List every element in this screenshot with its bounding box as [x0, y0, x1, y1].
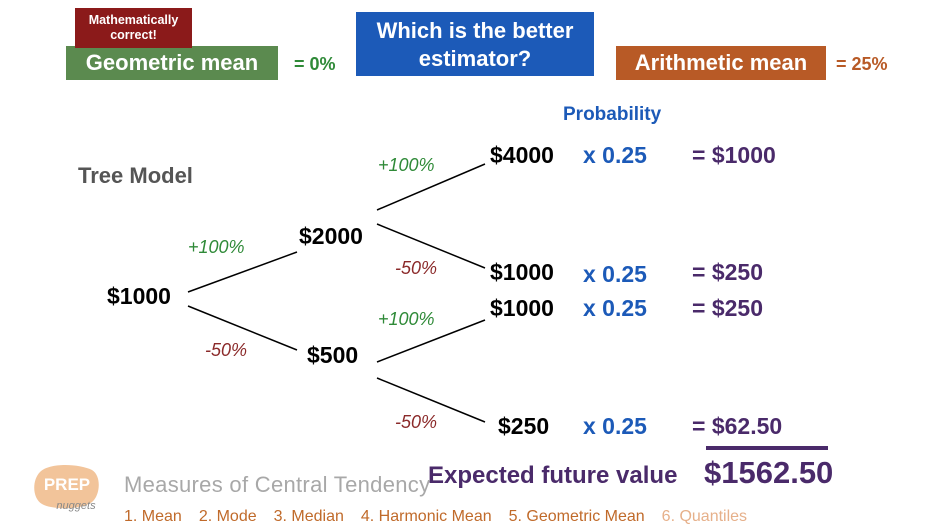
- math-correct-text: Mathematically correct!: [88, 13, 179, 42]
- edge-label-up-up: +100%: [378, 155, 435, 175]
- footer-item-harmonic-mean[interactable]: 4. Harmonic Mean: [360, 508, 492, 525]
- footer-item-quantiles[interactable]: 6. Quantiles: [661, 508, 748, 525]
- probability-header: Probability: [563, 104, 662, 125]
- node-level1-down: $500: [307, 342, 359, 368]
- footer-nav: 1. Mean 2. Mode 3. Median 4. Harmonic Me…: [124, 508, 747, 526]
- node-root: $1000: [107, 283, 171, 309]
- leaf-3: $1000: [490, 295, 554, 321]
- result-4: = $62.50: [692, 413, 783, 439]
- geometric-mean-badge: Geometric mean: [66, 46, 278, 80]
- probability-4: x 0.25: [583, 413, 647, 439]
- probability-1: x 0.25: [583, 142, 647, 168]
- edge-label-root-up: +100%: [188, 237, 245, 257]
- edge-label-down-down: -50%: [395, 412, 438, 432]
- footer-item-mean[interactable]: 1. Mean: [124, 508, 182, 525]
- probability-3: x 0.25: [583, 295, 647, 321]
- expected-value-label: Expected future value: [428, 462, 678, 489]
- edge-up-down: [376, 223, 486, 269]
- edge-label-up-down: -50%: [395, 258, 438, 278]
- arithmetic-mean-value: = 25%: [836, 54, 888, 74]
- leaf-1: $4000: [490, 142, 554, 168]
- footer-item-mode[interactable]: 2. Mode: [198, 508, 257, 525]
- question-box: Which is the better estimator?: [356, 12, 594, 76]
- logo-text-bottom: nuggets: [56, 500, 96, 512]
- expected-value: $1562.50: [704, 455, 834, 490]
- footer-item-median[interactable]: 3. Median: [273, 508, 344, 525]
- edge-label-root-down: -50%: [205, 340, 248, 360]
- footer-item-geometric-mean[interactable]: 5. Geometric Mean: [508, 508, 645, 525]
- math-correct-badge: Mathematically correct!: [75, 8, 192, 48]
- question-line-1: Which is the better: [376, 18, 574, 43]
- question-line-2: estimator?: [418, 46, 532, 71]
- edge-root-down: [187, 305, 298, 351]
- edge-root-up: [187, 251, 298, 293]
- leaf-2: $1000: [490, 259, 554, 285]
- edge-down-down: [376, 377, 486, 423]
- edge-label-down-up: +100%: [378, 309, 435, 329]
- arithmetic-mean-badge: Arithmetic mean: [616, 46, 826, 80]
- footer-title: Measures of Central Tendency: [124, 472, 431, 497]
- geometric-mean-value: = 0%: [294, 54, 336, 74]
- result-1: = $1000: [692, 142, 776, 168]
- leaf-4: $250: [498, 413, 550, 439]
- edge-down-up: [376, 319, 486, 363]
- result-2: = $250: [692, 259, 763, 285]
- node-level1-up: $2000: [299, 223, 363, 249]
- tree-model-title: Tree Model: [78, 163, 193, 188]
- prep-nuggets-logo: PREP nuggets: [34, 465, 99, 512]
- logo-text-top: PREP: [44, 475, 90, 494]
- result-3: = $250: [692, 295, 763, 321]
- edge-up-up: [376, 163, 486, 211]
- probability-2: x 0.25: [583, 261, 647, 287]
